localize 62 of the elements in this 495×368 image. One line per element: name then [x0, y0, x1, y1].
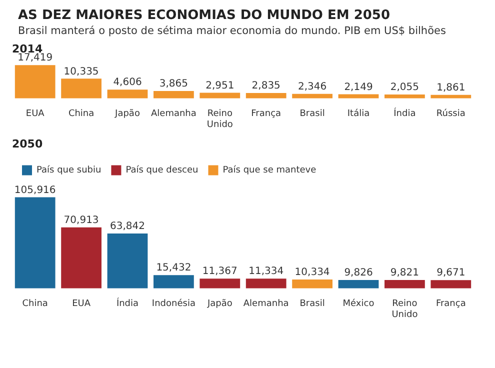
data-label: 2,951 — [206, 80, 234, 92]
x-tick-label: Alemanha — [150, 109, 196, 120]
data-label: 9,671 — [436, 268, 466, 279]
text: Brasil manterá o posto de sétima maior economia do mundo. PIB em US$ bilhões — [18, 25, 447, 37]
x-tick-label: México — [342, 298, 375, 310]
bar — [292, 94, 332, 98]
x-tick-label: Itália — [347, 108, 370, 120]
x-tick-label: Rússia — [436, 108, 466, 120]
bar — [14, 197, 56, 288]
data-label: 11,367 — [202, 266, 238, 278]
bar — [246, 278, 286, 288]
x-tick-label: Japão — [114, 109, 140, 120]
x-tick-label: Reino Unido — [206, 109, 234, 130]
bar — [430, 280, 472, 288]
data-label: 10,335 — [64, 66, 99, 78]
x-tick-label: Índia — [394, 107, 416, 120]
legend-label: País que se manteve — [222, 164, 317, 176]
data-label: 2,149 — [344, 82, 373, 93]
x-tick-label: Índia — [116, 297, 139, 310]
text: AS DEZ MAIORES ECONOMIAS DO MUNDO EM 2050 — [18, 8, 391, 23]
x-tick-label: Brasil — [300, 299, 325, 310]
bar — [107, 90, 148, 98]
x-tick-label: EUA — [72, 299, 92, 310]
data-label: 70,913 — [64, 215, 99, 226]
data-label: 9,826 — [344, 268, 373, 279]
data-label: 10,334 — [294, 267, 330, 278]
bar — [246, 92, 286, 98]
bar — [61, 227, 102, 288]
x-tick-label: Indonésia — [152, 298, 196, 310]
legend-label: País que subiu — [36, 164, 102, 176]
data-label: 9,821 — [390, 268, 420, 279]
legend-label: País que desceu — [126, 164, 198, 176]
data-label: 2,835 — [252, 80, 280, 92]
bar — [61, 78, 102, 98]
data-label: 2,055 — [390, 82, 420, 94]
data-label: 63,842 — [110, 221, 145, 232]
bar — [384, 280, 425, 288]
x-tick-label: França — [436, 299, 466, 310]
bar — [14, 65, 56, 98]
x-tick-label: Alemanha — [243, 299, 289, 310]
x-tick-label: Brasil — [300, 109, 325, 120]
x-tick-label: EUA — [26, 109, 46, 120]
data-label: 3,865 — [159, 78, 188, 90]
bar — [200, 278, 240, 288]
bar — [107, 233, 148, 288]
data-label: 15,432 — [156, 262, 192, 274]
data-label: 17,419 — [18, 52, 53, 64]
bar — [292, 280, 332, 288]
x-tick-label: Japão — [206, 299, 233, 310]
x-tick-label: França — [251, 109, 282, 120]
data-label: 2,346 — [298, 82, 327, 93]
x-tick-label: China — [22, 299, 48, 310]
bar — [338, 280, 379, 288]
bar — [154, 275, 194, 288]
bar — [154, 91, 194, 98]
x-tick-label: Reino Unido — [392, 299, 418, 320]
x-tick-label: China — [68, 109, 94, 120]
data-label: 1,861 — [436, 82, 466, 94]
data-label: 4,606 — [113, 77, 142, 88]
data-label: 11,334 — [248, 266, 284, 278]
chart-title: 2050 — [12, 137, 43, 150]
data-label: 105,916 — [14, 184, 56, 196]
